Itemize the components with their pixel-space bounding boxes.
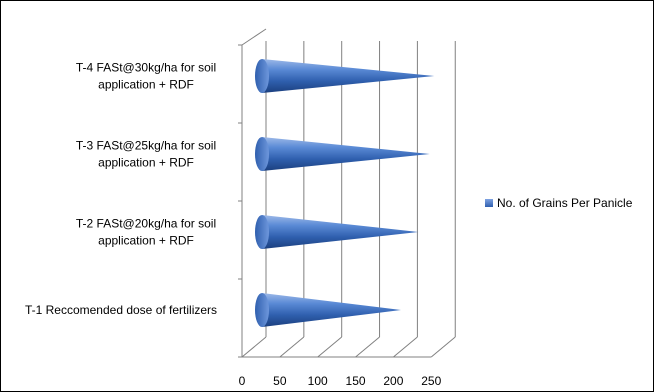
category-label: T-2 FASt@20kg/ha for soil application + R… <box>76 217 216 248</box>
cone-base <box>255 293 269 327</box>
cone-body <box>262 293 401 327</box>
cone-bar <box>255 137 430 171</box>
cone-bar <box>255 293 401 327</box>
category-label: T-4 FASt@30kg/ha for soil application + R… <box>76 61 216 92</box>
x-tick-label: 250 <box>421 374 441 388</box>
cone-bar <box>255 215 419 249</box>
x-tick-label: 150 <box>346 374 366 388</box>
x-tick-labels: 0 50 100 150 200 250 <box>239 374 442 388</box>
floor-gridline <box>393 336 418 358</box>
x-tick-label: 0 <box>239 374 246 388</box>
cone-base <box>255 215 269 249</box>
cone-base <box>255 59 269 93</box>
legend-swatch <box>485 199 493 207</box>
category-label: T-1 Reccomended dose of fertilizers <box>25 303 217 317</box>
cone-body <box>262 59 435 93</box>
legend-label: No. of Grains Per Panicle <box>497 196 633 210</box>
x-tick-label: 100 <box>308 374 328 388</box>
floor-gridline <box>241 336 267 358</box>
cone-body <box>262 137 430 171</box>
cone-bar <box>255 59 435 93</box>
x-tick-label: 200 <box>383 374 403 388</box>
category-labels: T-1 Reccomended dose of fertilizers T-2 F… <box>25 61 217 318</box>
cone-layer <box>255 59 435 327</box>
floor-gridline <box>279 336 305 358</box>
side-wall-top <box>241 28 267 46</box>
grid-layer <box>238 28 456 358</box>
floor-gridline <box>355 336 380 358</box>
floor-gridline <box>430 336 456 358</box>
floor-gridline <box>317 336 343 358</box>
legend: No. of Grains Per Panicle <box>485 196 633 210</box>
cone-body <box>262 215 419 249</box>
x-tick-label: 50 <box>273 374 287 388</box>
cone-base <box>255 137 269 171</box>
category-label: T-3 FASt@25kg/ha for soil application + R… <box>76 139 216 170</box>
